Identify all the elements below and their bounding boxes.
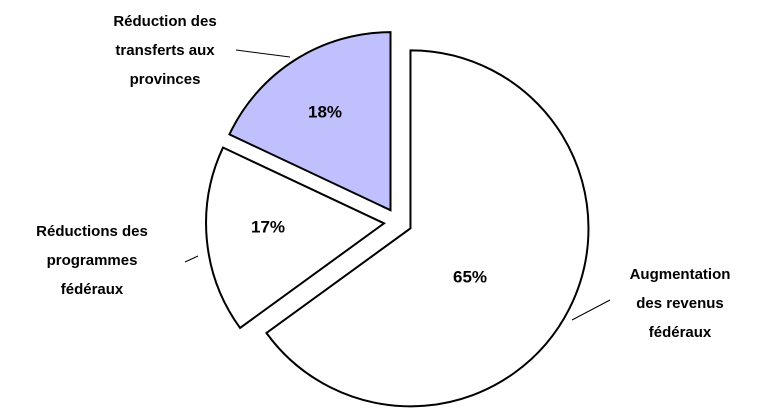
leader-line: [571, 299, 611, 321]
pie-slice: [205, 146, 387, 330]
category-label: Réductions des programmes fédéraux: [36, 223, 148, 298]
category-label: Augmentation des revenus fédéraux: [630, 266, 731, 341]
value-label: 17%: [251, 217, 285, 236]
leader-line: [235, 49, 291, 58]
pie-slice: [265, 49, 590, 408]
leader-line: [184, 255, 199, 263]
pie-slice: [228, 31, 392, 212]
value-label: 65%: [453, 267, 487, 286]
value-label: 18%: [308, 102, 342, 121]
category-label: Réduction des transferts aux provinces: [113, 13, 216, 88]
